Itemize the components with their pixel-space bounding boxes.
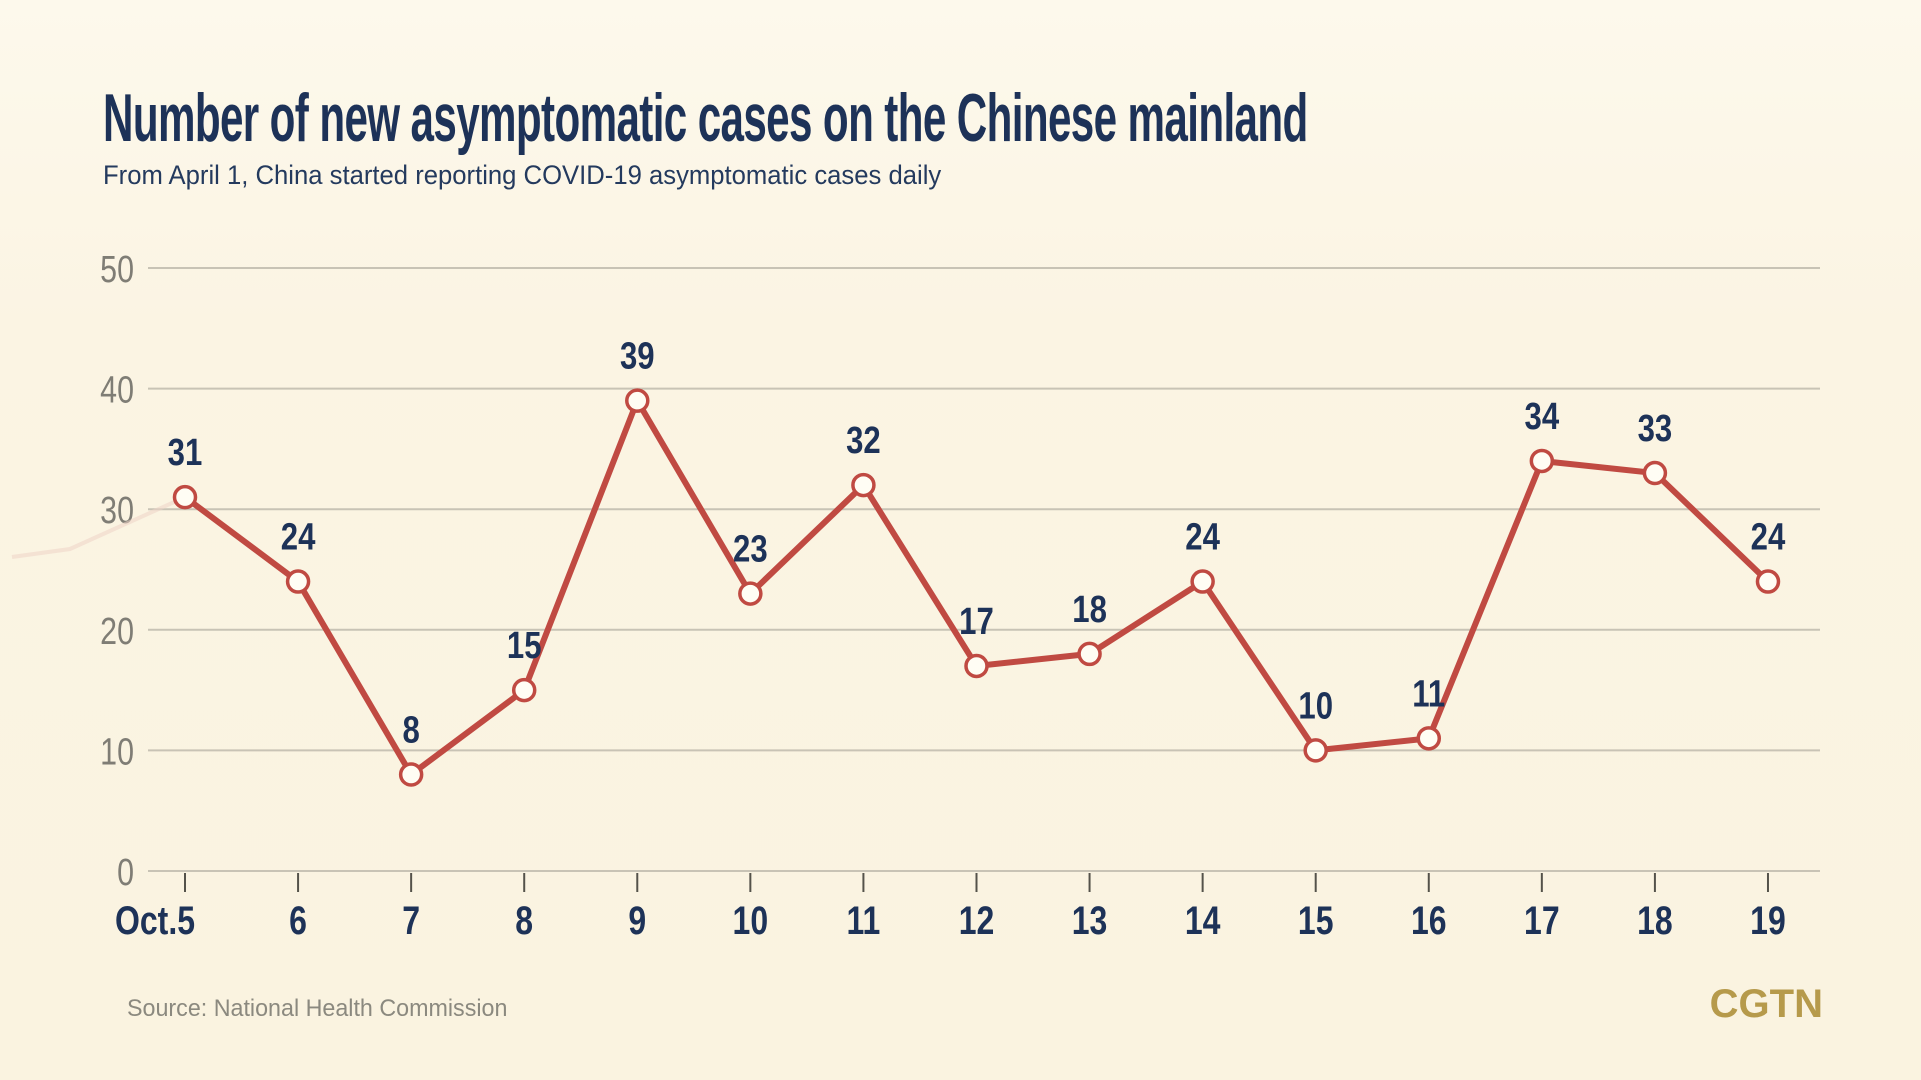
- svg-text:15: 15: [1298, 898, 1334, 943]
- svg-text:11: 11: [847, 898, 881, 943]
- data-point-marker: [1642, 460, 1668, 486]
- svg-text:34: 34: [1525, 396, 1560, 438]
- data-point-label: 24: [281, 517, 316, 559]
- data-point-label: 34: [1525, 396, 1560, 438]
- x-axis-tick-label: 9: [628, 898, 646, 943]
- x-axis-tick-label: 8: [515, 898, 533, 943]
- y-axis-tick-label: 30: [100, 490, 134, 532]
- data-point-marker: [851, 472, 876, 498]
- svg-text:24: 24: [1751, 517, 1786, 559]
- data-point-marker: [738, 581, 763, 606]
- svg-text:13: 13: [1072, 898, 1108, 943]
- data-point-label: 31: [168, 432, 203, 474]
- svg-text:9: 9: [628, 898, 646, 943]
- svg-text:12: 12: [959, 898, 995, 943]
- data-point-marker: [1303, 738, 1328, 763]
- x-axis-tick-label: 13: [1072, 898, 1108, 943]
- data-point-label: 32: [846, 420, 881, 462]
- svg-text:40: 40: [100, 369, 134, 411]
- data-point-marker: [964, 653, 989, 679]
- data-point-label: 10: [1298, 686, 1333, 728]
- svg-text:50: 50: [100, 249, 134, 291]
- y-axis-tick-label: 50: [100, 249, 134, 291]
- data-point-marker: [1190, 569, 1215, 594]
- svg-text:14: 14: [1185, 898, 1221, 943]
- svg-text:Oct.5: Oct.5: [115, 898, 195, 943]
- svg-text:18: 18: [1072, 589, 1107, 631]
- x-axis-tick-label: 17: [1524, 898, 1560, 943]
- data-point-label: 39: [620, 336, 655, 378]
- data-point-label: 11: [1412, 674, 1445, 716]
- y-axis-tick-label: 10: [100, 731, 134, 773]
- svg-text:10: 10: [100, 731, 134, 773]
- svg-text:39: 39: [620, 336, 655, 378]
- ghost-line-decoration: [11, 495, 186, 559]
- x-axis-tick-label: 11: [847, 898, 881, 943]
- data-point-marker: [1529, 448, 1555, 474]
- x-axis-tick-label: 15: [1298, 898, 1334, 943]
- x-axis-tick-label: Oct.5: [115, 898, 195, 943]
- data-point-marker: [625, 388, 650, 413]
- svg-text:24: 24: [281, 517, 316, 559]
- x-axis-tick-label: 7: [402, 898, 420, 943]
- svg-text:33: 33: [1638, 408, 1673, 450]
- y-axis-tick-label: 20: [100, 611, 134, 653]
- x-axis-tick-label: 12: [959, 898, 995, 943]
- svg-text:24: 24: [1185, 517, 1220, 559]
- chart-title: Number of new asymptomatic cases on the …: [103, 80, 1308, 156]
- data-point-label: 18: [1072, 589, 1107, 631]
- x-axis-tick-label: 14: [1185, 898, 1221, 943]
- data-point-marker: [398, 762, 424, 787]
- svg-text:19: 19: [1750, 898, 1786, 943]
- data-point-marker: [1416, 726, 1442, 751]
- data-point-label: 24: [1751, 517, 1786, 559]
- svg-text:16: 16: [1411, 898, 1447, 943]
- data-point-label: 33: [1638, 408, 1673, 450]
- data-point-label: 17: [959, 601, 994, 643]
- data-point-label: 15: [507, 625, 542, 667]
- svg-text:8: 8: [515, 898, 533, 943]
- x-axis-tick-label: 18: [1637, 898, 1673, 943]
- data-point-marker: [511, 677, 537, 703]
- svg-text:32: 32: [846, 420, 881, 462]
- source-attribution: Source: National Health Commission: [127, 995, 508, 1022]
- svg-text:0: 0: [117, 852, 134, 894]
- svg-text:18: 18: [1637, 898, 1673, 943]
- svg-text:15: 15: [507, 625, 542, 667]
- data-point-label: 24: [1185, 517, 1220, 559]
- svg-text:10: 10: [733, 898, 769, 943]
- data-point-label: 8: [402, 710, 419, 752]
- y-axis-tick-label: 0: [117, 852, 134, 894]
- svg-text:10: 10: [1298, 686, 1333, 728]
- data-point-marker: [1755, 569, 1781, 594]
- svg-text:20: 20: [100, 611, 134, 653]
- cgtn-logo: CGTN: [1709, 982, 1823, 1026]
- svg-text:17: 17: [1524, 898, 1560, 943]
- y-axis-tick-label: 40: [100, 369, 134, 411]
- data-point-marker: [172, 484, 198, 510]
- svg-text:17: 17: [959, 601, 994, 643]
- chart-subtitle: From April 1, China started reporting CO…: [103, 160, 942, 190]
- x-axis-tick-label: 16: [1411, 898, 1447, 943]
- svg-text:23: 23: [733, 529, 768, 571]
- x-axis-tick-label: 10: [733, 898, 769, 943]
- svg-text:6: 6: [289, 898, 307, 943]
- data-point-marker: [1077, 641, 1102, 667]
- svg-text:31: 31: [168, 432, 203, 474]
- x-axis-tick-label: 19: [1750, 898, 1786, 943]
- data-point-marker: [285, 569, 311, 594]
- svg-text:30: 30: [100, 490, 134, 532]
- svg-text:8: 8: [402, 710, 419, 752]
- svg-text:11: 11: [1412, 674, 1445, 716]
- svg-text:7: 7: [402, 898, 420, 943]
- x-axis-tick-label: 6: [289, 898, 307, 943]
- data-point-label: 23: [733, 529, 768, 571]
